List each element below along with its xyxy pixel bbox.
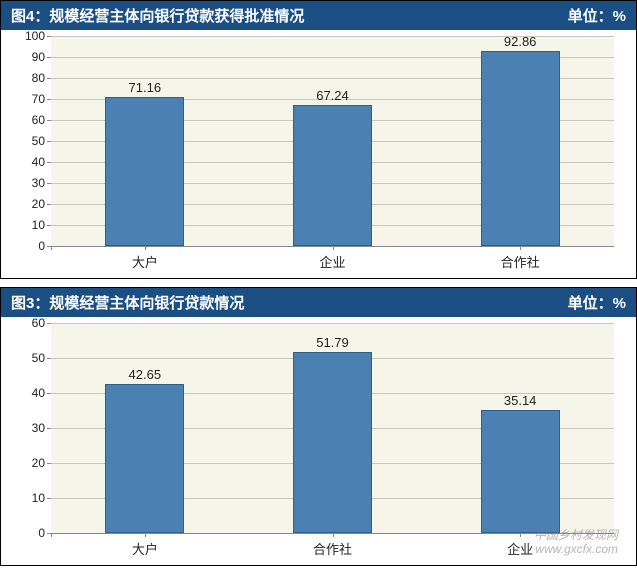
chart4-bar-value: 92.86 (504, 34, 537, 49)
chart3-bar: 35.14 (481, 410, 560, 533)
chart4-header: 图4：规模经营主体向银行贷款获得批准情况 单位：% (1, 1, 636, 30)
chart4-x-tick-mark (51, 246, 52, 250)
chart4-x-tick-label: 企业 (319, 252, 345, 271)
chart3-header: 图3：规模经营主体向银行贷款情况 单位：% (1, 288, 636, 317)
chart3-x-tick-mark (520, 533, 521, 537)
chart4-y-tick-label: 30 (32, 176, 51, 190)
chart4-unit-label: 单位：% (568, 5, 626, 26)
chart4-bar: 92.86 (481, 51, 560, 246)
chart3-y-tick-label: 20 (32, 456, 51, 470)
chart4-y-tick-label: 80 (32, 71, 51, 85)
chart3-y-tick-label: 0 (38, 526, 51, 540)
chart4-title: 图4：规模经营主体向银行贷款获得批准情况 (11, 5, 304, 26)
chart3-title: 图3：规模经营主体向银行贷款情况 (11, 292, 244, 313)
chart3-y-tick-label: 50 (32, 351, 51, 365)
chart4-x-tick-label: 合作社 (501, 252, 540, 271)
chart4-x-tick-label: 大户 (132, 252, 158, 271)
chart4-y-tick-label: 60 (32, 113, 51, 127)
chart3-bar: 42.65 (105, 384, 184, 533)
chart4-y-tick-label: 10 (32, 218, 51, 232)
chart4-bar: 67.24 (293, 105, 372, 246)
chart3-plot: 010203040506042.65大户51.79合作社35.14企业中国乡村发… (11, 323, 626, 561)
chart3-plot-area: 010203040506042.65大户51.79合作社35.14企业 (51, 323, 614, 534)
chart3-x-tick-mark (145, 533, 146, 537)
watermark-line2: www.gxcfx.com (534, 543, 618, 557)
chart4-x-tick-mark (520, 246, 521, 250)
chart4-plot-area: 010203040506070809010071.16大户67.24企业92.8… (51, 36, 614, 247)
chart4-plot: 010203040506070809010071.16大户67.24企业92.8… (11, 36, 626, 274)
chart3-x-tick-label: 合作社 (313, 539, 352, 558)
chart3-bar-value: 51.79 (316, 335, 349, 350)
chart3-y-tick-label: 30 (32, 421, 51, 435)
chart4-bar-value: 71.16 (129, 80, 162, 95)
chart3-panel: 图3：规模经营主体向银行贷款情况单位：%010203040506042.65大户… (0, 287, 637, 566)
chart4-y-tick-label: 50 (32, 134, 51, 148)
chart3-x-tick-mark (333, 533, 334, 537)
chart3-x-tick-label: 大户 (132, 539, 158, 558)
chart4-y-tick-label: 40 (32, 155, 51, 169)
chart3-x-tick-mark (51, 533, 52, 537)
chart4-y-tick-label: 20 (32, 197, 51, 211)
chart3-unit-label: 单位：% (568, 292, 626, 313)
chart4-bar-value: 67.24 (316, 88, 349, 103)
chart3-y-tick-label: 10 (32, 491, 51, 505)
chart4-y-tick-label: 70 (32, 92, 51, 106)
chart4-bar: 71.16 (105, 97, 184, 246)
chart3-gridline (51, 323, 614, 324)
chart4-y-tick-label: 100 (25, 29, 51, 43)
chart3-bar: 51.79 (293, 352, 372, 533)
chart3-x-tick-label: 企业 (507, 539, 533, 558)
chart4-y-tick-label: 90 (32, 50, 51, 64)
chart3-bar-value: 35.14 (504, 393, 537, 408)
chart4-y-tick-label: 0 (38, 239, 51, 253)
chart3-y-tick-label: 40 (32, 386, 51, 400)
chart4-panel: 图4：规模经营主体向银行贷款获得批准情况 单位：% 0 10 20 30 40 50 60 70 8… (0, 0, 637, 279)
chart3-bar-value: 42.65 (129, 367, 162, 382)
chart3-plot-wrap: 010203040506042.65大户51.79合作社35.14企业中国乡村发… (1, 317, 636, 565)
chart4-x-tick-mark (145, 246, 146, 250)
chart4-plot-wrap: 0 10 20 30 40 50 60 70 80 90 100 71.16 大户 67.24 企业 92.8… (1, 30, 636, 278)
chart3-y-tick-label: 60 (32, 316, 51, 330)
chart4-x-tick-mark (333, 246, 334, 250)
